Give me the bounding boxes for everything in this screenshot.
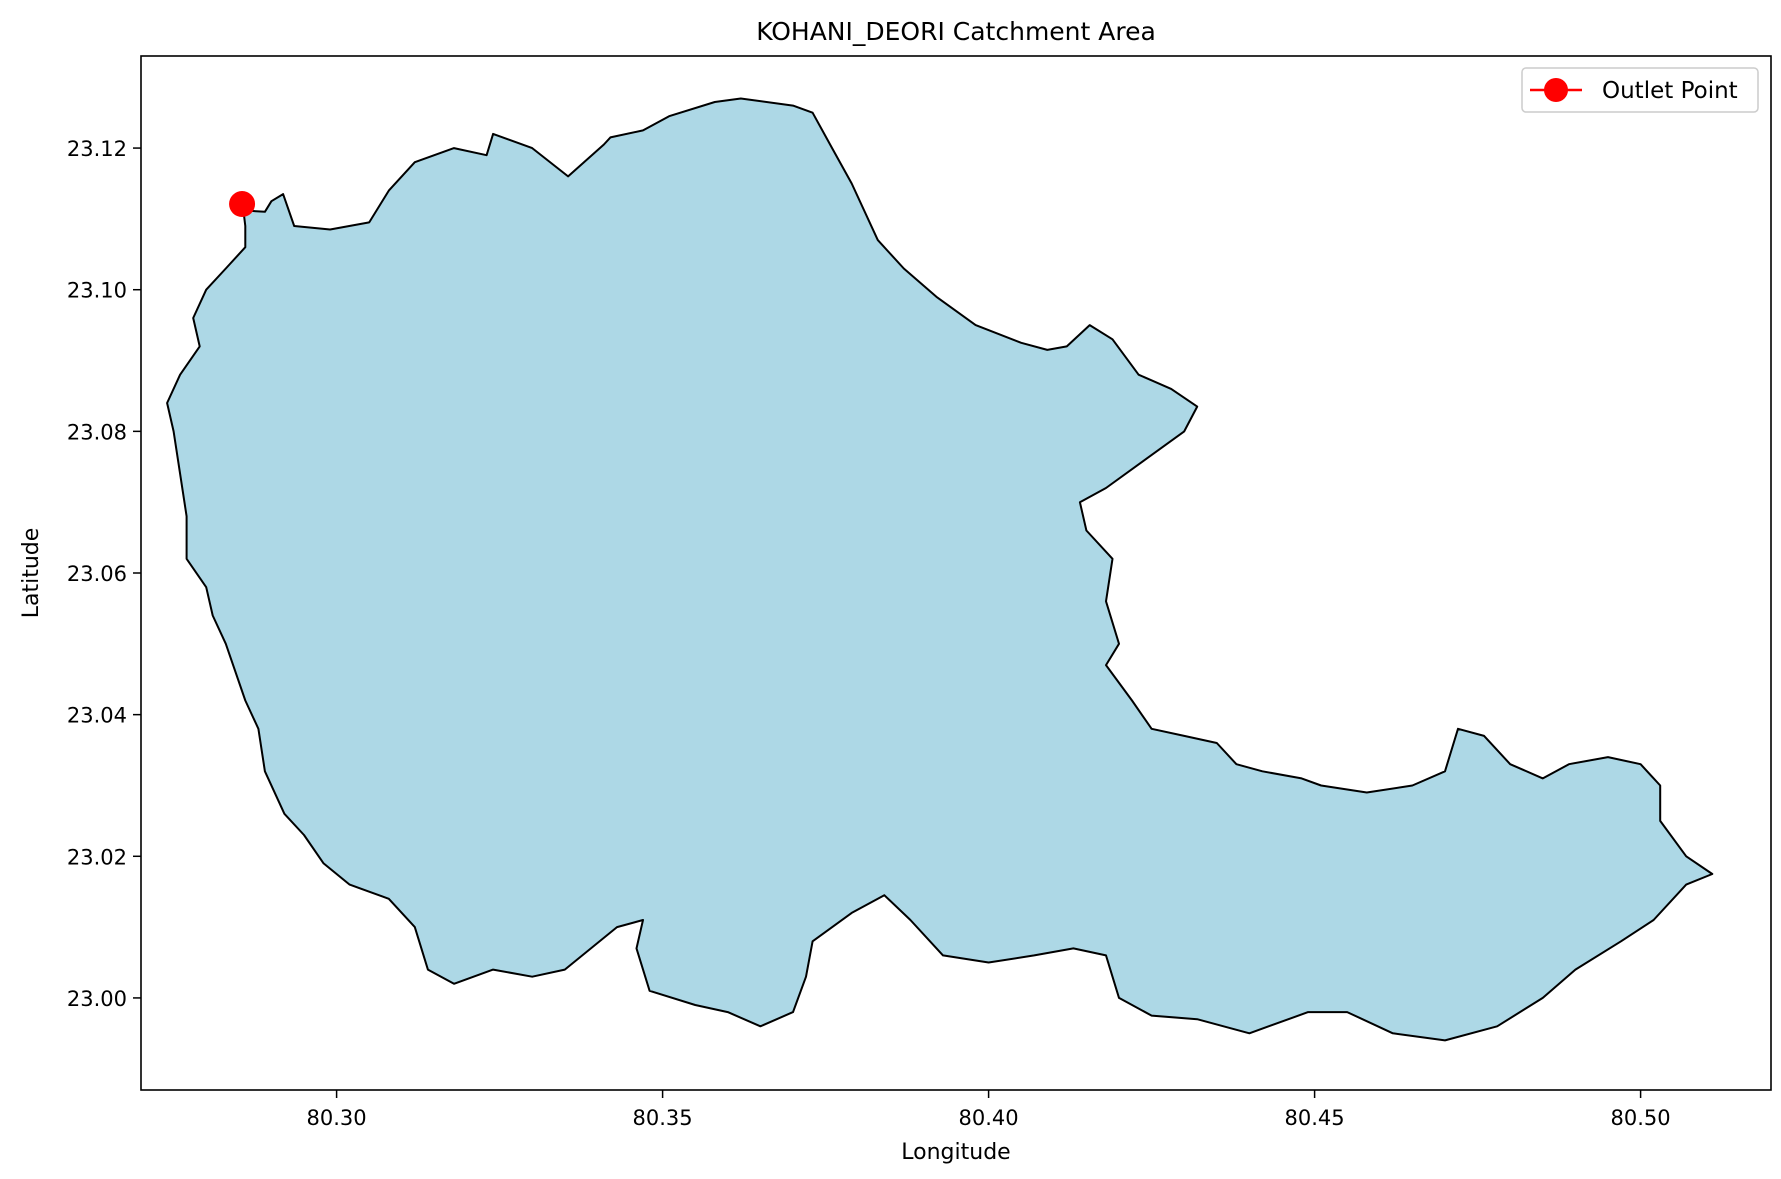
x-axis-ticks: 80.30 80.35 80.40 80.45 80.50 [307,1090,1671,1130]
x-tick-label: 80.35 [633,1106,693,1130]
legend-frame [1521,67,1759,113]
y-tick-label: 23.12 [67,137,127,161]
x-tick-label: 80.30 [307,1106,367,1130]
chart-title: KOHANI_DEORI Catchment Area [756,17,1156,46]
plot-area [140,55,1772,1091]
y-axis-ticks: 23.00 23.02 23.04 23.06 23.08 23.10 23.12 [67,137,141,1011]
y-axis-label: Latitude [19,528,44,619]
x-axis-label: Longitude [901,1140,1010,1165]
y-tick-label: 23.02 [67,845,127,869]
x-tick-label: 80.45 [1285,1106,1345,1130]
y-tick-label: 23.04 [67,704,127,728]
catchment-polygon [166,97,1714,1042]
y-tick-label: 23.08 [67,420,127,444]
y-tick-label: 23.06 [67,562,127,586]
legend-label-outlet-point: Outlet Point [1602,78,1738,104]
y-tick-label: 23.00 [67,987,127,1011]
y-tick-label: 23.10 [67,279,127,303]
outlet-point-group [229,191,256,218]
x-tick-label: 80.50 [1611,1106,1671,1130]
legend-marker-swatch [1544,78,1568,102]
legend: Outlet Point [1521,67,1759,113]
outlet-point-marker [229,191,256,218]
x-tick-label: 80.40 [959,1106,1019,1130]
